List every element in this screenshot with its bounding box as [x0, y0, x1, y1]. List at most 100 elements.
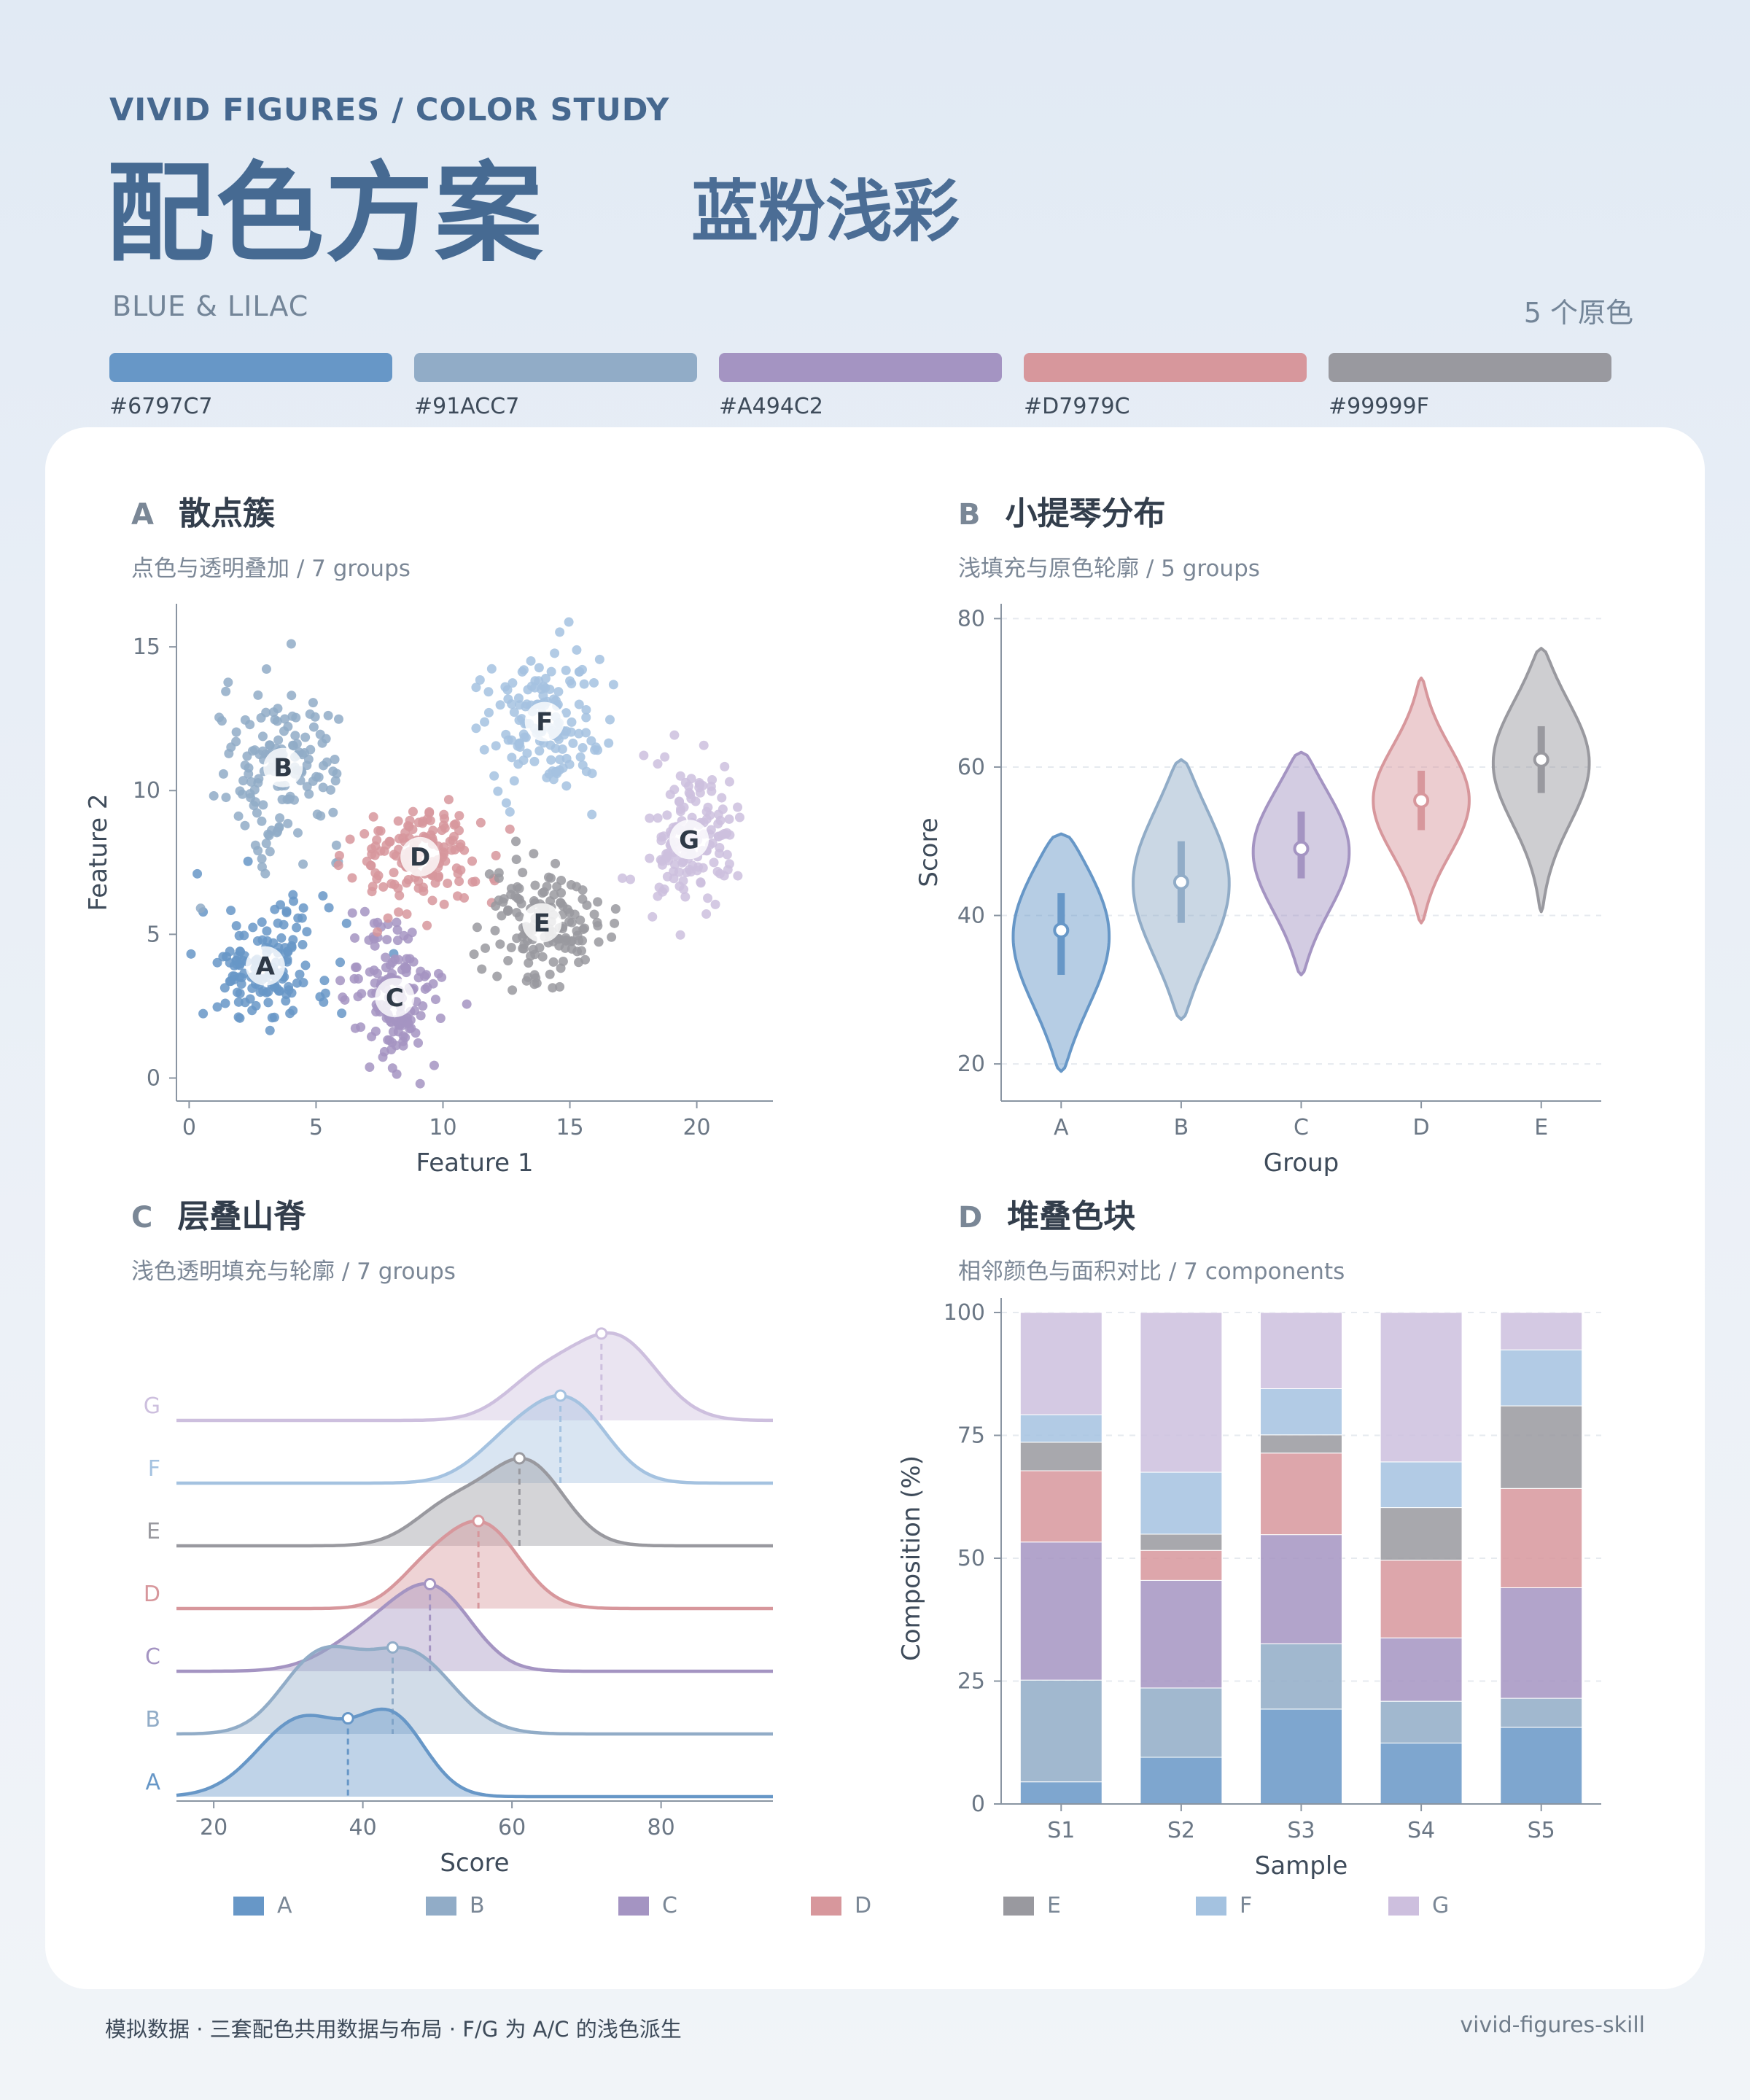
- scatter-point: [550, 648, 560, 658]
- scatter-point: [443, 795, 454, 805]
- scatter-point: [388, 1027, 398, 1037]
- scatter-point: [696, 878, 706, 888]
- scatter-point: [402, 909, 412, 919]
- scatter-point: [567, 917, 577, 928]
- scatter-point: [639, 750, 649, 761]
- scatter-point: [350, 933, 360, 943]
- scatter-point: [439, 899, 449, 909]
- scatter-point: [626, 874, 636, 884]
- scatter-point: [529, 979, 540, 989]
- scatter-point: [212, 1002, 222, 1012]
- scatter-point: [312, 809, 322, 820]
- panel-letter: D: [958, 1201, 983, 1234]
- scatter-point: [245, 720, 255, 730]
- x-tick-label: B: [1174, 1115, 1189, 1140]
- legend-label: F: [1240, 1893, 1253, 1918]
- scatter-point: [394, 890, 405, 901]
- scatter-point: [315, 729, 325, 739]
- scatter-point: [471, 723, 481, 734]
- scatter-point: [325, 785, 335, 795]
- bar-segment-A: [1260, 1708, 1342, 1805]
- cluster-label: F: [536, 708, 553, 737]
- cluster-label-bg: [524, 701, 564, 742]
- scatter-point: [392, 1069, 402, 1079]
- scatter-point: [512, 882, 522, 892]
- ridge-label: D: [144, 1582, 160, 1607]
- scatter-point: [356, 1022, 366, 1032]
- ridge-label: E: [147, 1519, 160, 1544]
- scatter-point: [320, 988, 330, 998]
- scatter-point: [319, 976, 330, 986]
- scatter-point: [288, 935, 298, 945]
- legend-item: E: [1003, 1893, 1061, 1918]
- scatter-point: [302, 927, 312, 937]
- scatter-point: [270, 904, 280, 914]
- scatter-point: [400, 828, 411, 838]
- scatter-point: [481, 943, 491, 953]
- bar-segment-D: [1140, 1549, 1223, 1581]
- scatter-point: [594, 937, 604, 947]
- scheme-name: 蓝粉浅彩: [691, 173, 960, 251]
- scatter-point: [284, 794, 295, 804]
- scatter-point: [720, 761, 730, 771]
- scatter-point: [318, 782, 328, 793]
- scatter-point: [265, 740, 275, 750]
- bar-segment-F: [1380, 1461, 1463, 1509]
- scatter-point: [292, 922, 302, 933]
- scatter-point: [405, 954, 415, 964]
- scatter-point: [515, 911, 525, 922]
- scatter-point: [263, 998, 273, 1008]
- scatter-point: [262, 926, 272, 936]
- y-tick-label: 10: [133, 778, 160, 804]
- scatter-point: [507, 752, 517, 763]
- scatter-point: [680, 777, 691, 788]
- scatter-point: [658, 831, 669, 841]
- scatter-point: [707, 774, 718, 785]
- scatter-point: [372, 968, 382, 979]
- scatter-point: [353, 973, 363, 984]
- scatter-point: [555, 755, 565, 765]
- scatter-point: [548, 957, 559, 967]
- scatter-point: [703, 802, 713, 812]
- scatter-point: [685, 865, 695, 875]
- scatter-point: [345, 834, 355, 844]
- scatter-point: [298, 978, 308, 988]
- ridge-area-B: [176, 1646, 773, 1734]
- scatter-point: [594, 654, 604, 664]
- scatter-point: [610, 918, 620, 928]
- scatter-point: [430, 995, 440, 1005]
- cluster-label-bg: [522, 903, 562, 943]
- scatter-point: [558, 956, 568, 966]
- scatter-point: [604, 738, 614, 748]
- scatter-point: [604, 715, 615, 725]
- bar-segment-B: [1500, 1698, 1583, 1728]
- scatter-point: [491, 741, 501, 751]
- scatter-point: [280, 948, 290, 958]
- scatter-point: [452, 891, 462, 901]
- scatter-point: [286, 639, 296, 649]
- scatter-point: [546, 755, 556, 765]
- ridge-area-E: [176, 1458, 773, 1546]
- median-dot: [1413, 792, 1430, 809]
- scatter-point: [511, 836, 521, 847]
- scatter-point: [568, 738, 578, 748]
- scatter-point: [483, 707, 494, 718]
- scatter-point: [545, 684, 555, 694]
- scatter-point: [707, 786, 717, 796]
- scatter-point: [409, 1006, 419, 1016]
- legend-swatch: [618, 1896, 649, 1916]
- y-axis-label: Composition (%): [897, 1455, 926, 1661]
- scatter-point: [508, 985, 518, 995]
- scatter-point: [492, 971, 502, 981]
- x-tick-label: 40: [349, 1815, 377, 1840]
- scatter-point: [593, 897, 603, 907]
- ridgeline-chart: G F E D C B A 20 40 60 80 Score: [144, 1327, 773, 1878]
- panel-letter: B: [958, 498, 981, 532]
- scatter-point: [715, 842, 725, 852]
- scatter-point: [226, 906, 236, 916]
- scatter-point: [384, 1035, 394, 1046]
- scatter-point: [273, 735, 284, 745]
- scatter-point: [503, 905, 513, 915]
- bar-segment-D: [1019, 1470, 1102, 1543]
